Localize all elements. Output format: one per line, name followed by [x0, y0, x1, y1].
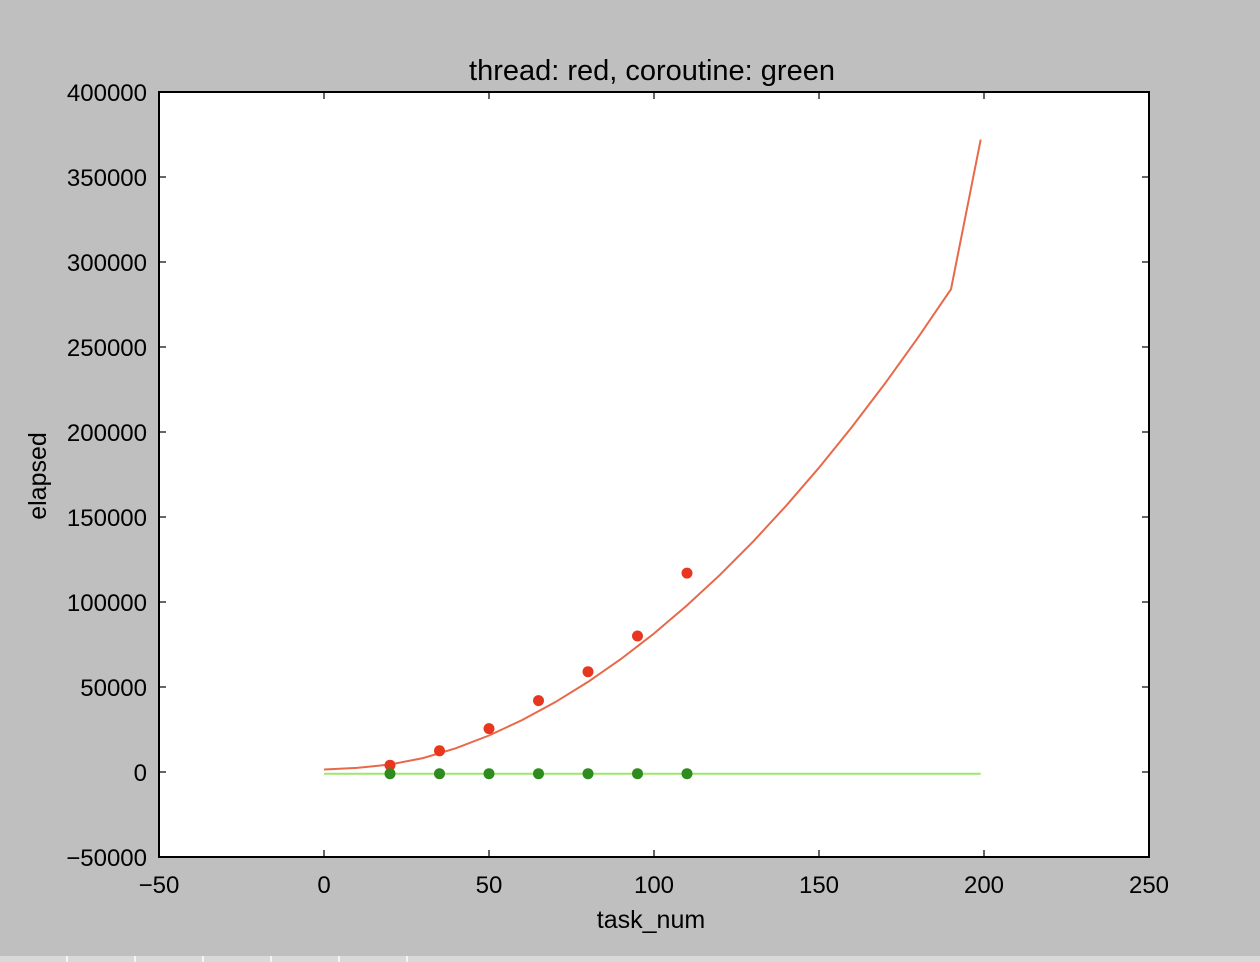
data-point	[681, 768, 693, 780]
y-tick-label: 100000	[67, 590, 147, 617]
data-point	[384, 768, 396, 780]
series-points	[384, 567, 693, 780]
plot-area	[158, 91, 1150, 858]
x-tick-label: 50	[476, 872, 503, 899]
y-tick-label: 350000	[67, 165, 147, 192]
x-tick-label: 250	[1129, 872, 1169, 899]
data-point	[483, 768, 495, 780]
data-point	[533, 768, 544, 780]
x-tick-label: −50	[139, 872, 180, 899]
chart-title: thread: red, coroutine: green	[469, 55, 835, 87]
data-point	[483, 723, 495, 735]
data-point	[434, 745, 445, 757]
x-axis-label: task_num	[597, 906, 705, 934]
data-point	[384, 759, 396, 771]
data-point	[434, 768, 445, 780]
data-point	[632, 630, 643, 642]
y-tick-label: 400000	[67, 80, 147, 107]
y-tick-label: 0	[134, 760, 147, 787]
x-tick-label: 200	[964, 872, 1004, 899]
y-axis-label: elapsed	[24, 432, 52, 520]
data-point	[533, 695, 544, 707]
data-point	[582, 666, 594, 678]
y-tick-label: −50000	[66, 845, 147, 872]
x-tick-label: 100	[634, 872, 674, 899]
tick-labels: −50 0 50 100 150 200 250 −50000 0 50000 100000 1500…	[66, 80, 1169, 899]
axis-ticks	[158, 91, 1150, 858]
bottom-scroll-strip	[0, 956, 1260, 962]
y-tick-label: 300000	[67, 250, 147, 277]
y-tick-label: 50000	[80, 675, 147, 702]
data-point	[582, 768, 594, 780]
y-tick-label: 250000	[67, 335, 147, 362]
x-tick-label: 0	[317, 872, 330, 899]
y-tick-label: 150000	[67, 505, 147, 532]
series-lines	[323, 139, 982, 775]
x-tick-label: 150	[799, 872, 839, 899]
data-point	[632, 768, 643, 780]
y-tick-label: 200000	[67, 420, 147, 447]
series-line-2	[323, 139, 982, 771]
data-point	[681, 567, 693, 579]
